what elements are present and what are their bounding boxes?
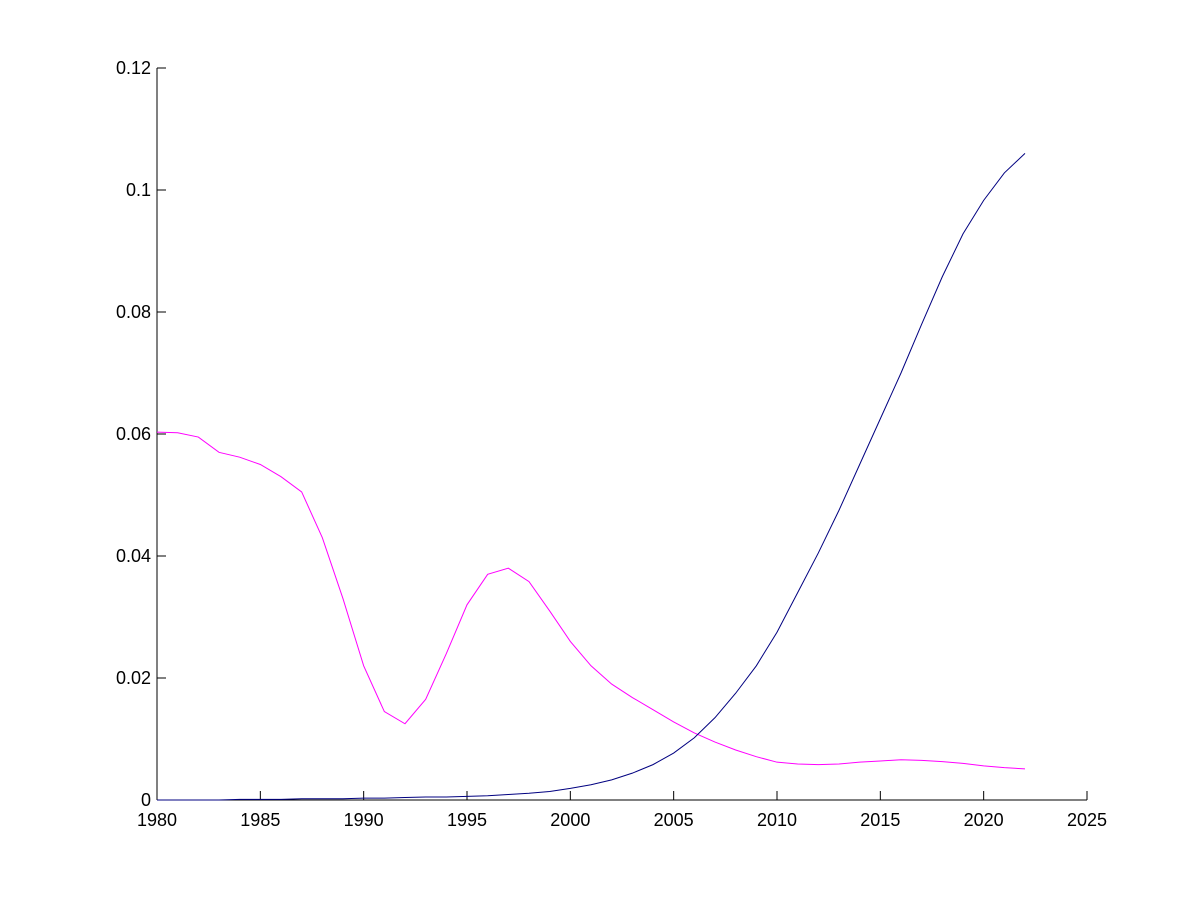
series-line (157, 153, 1026, 801)
x-tick-label: 2010 (757, 810, 797, 830)
y-tick-label: 0.1 (126, 180, 151, 200)
x-tick-label: 2020 (964, 810, 1004, 830)
y-tick-label: 0 (141, 790, 151, 810)
series-line (156, 431, 1026, 770)
x-tick-label: 2005 (654, 810, 694, 830)
x-tick-label: 2025 (1067, 810, 1107, 830)
y-tick-label: 0.08 (116, 302, 151, 322)
x-tick-label: 2015 (860, 810, 900, 830)
y-tick-label: 0.02 (116, 668, 151, 688)
x-tick-label: 1980 (137, 810, 177, 830)
x-tick-label: 2000 (550, 810, 590, 830)
y-tick-label: 0.06 (116, 424, 151, 444)
x-tick-label: 1995 (447, 810, 487, 830)
y-tick-label: 0.12 (116, 58, 151, 78)
x-tick-label: 1990 (344, 810, 384, 830)
x-tick-label: 1985 (240, 810, 280, 830)
y-tick-label: 0.04 (116, 546, 151, 566)
